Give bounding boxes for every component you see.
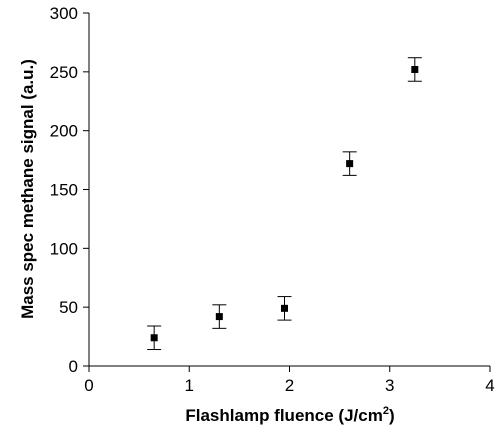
x-tick-label: 4 (485, 376, 494, 395)
data-point (277, 296, 292, 321)
y-tick-label: 300 (50, 4, 78, 23)
data-point (407, 57, 422, 82)
plot-area (147, 57, 422, 351)
y-tick-label: 100 (50, 239, 78, 258)
x-tick-label: 2 (285, 376, 294, 395)
y-tick-label: 250 (50, 63, 78, 82)
data-marker (346, 160, 354, 168)
x-tick-label: 1 (185, 376, 194, 395)
data-point (212, 304, 227, 329)
data-marker (150, 334, 158, 342)
data-marker (280, 304, 288, 312)
y-tick-label: 50 (59, 298, 78, 317)
y-tick-label: 0 (69, 357, 78, 376)
data-point (147, 325, 162, 351)
x-axis-title: Flashlamp fluence (J/cm2) (185, 405, 394, 425)
y-tick-label: 200 (50, 122, 78, 141)
x-axis-title-superscript: 2 (383, 405, 389, 417)
data-marker (411, 65, 419, 73)
data-marker (215, 313, 223, 321)
data-point (342, 151, 357, 176)
ticks: 0 50 100 150 200 250 300 0 1 2 3 4 (50, 4, 495, 395)
x-axis-title-end: ) (389, 406, 395, 425)
x-tick-label: 3 (385, 376, 394, 395)
y-tick-label: 150 (50, 181, 78, 200)
x-tick-label: 0 (84, 376, 93, 395)
x-axis-title-main: Flashlamp fluence (J/cm (185, 406, 382, 425)
y-axis-title: Mass spec methane signal (a.u.) (18, 59, 37, 319)
